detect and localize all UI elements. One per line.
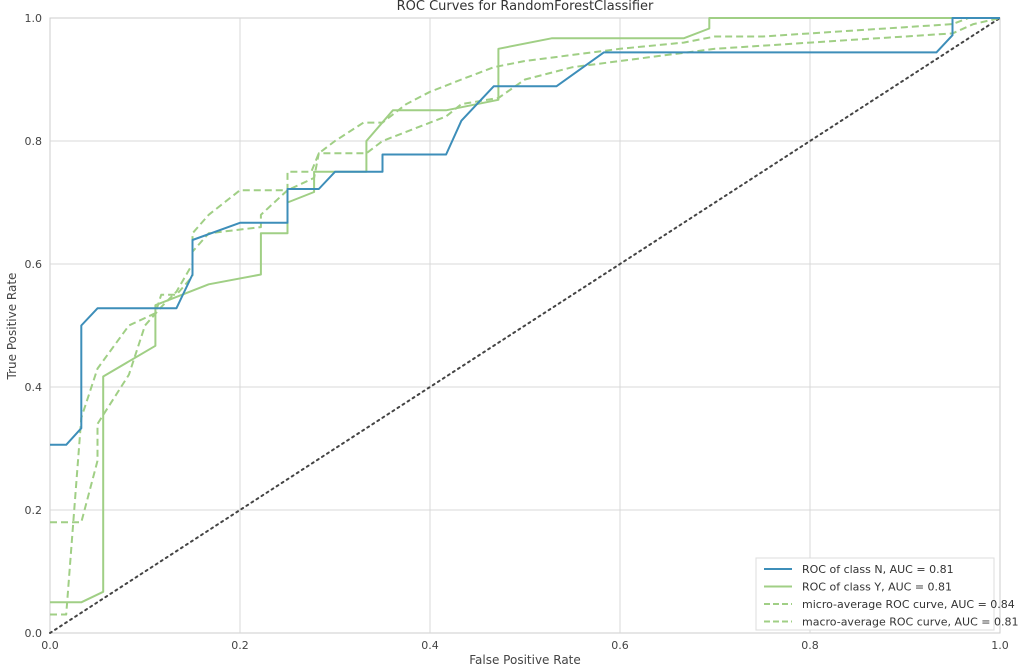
legend-box (755, 557, 995, 631)
reference-line-layer (49, 17, 1001, 634)
y-tick-label: 0.6 (25, 258, 43, 271)
legend-label-0: ROC of class N, AUC = 0.81 (802, 563, 954, 576)
grid-layer (50, 18, 1000, 633)
x-tick-label: 0.6 (611, 639, 629, 652)
y-axis-title: True Positive Rate (5, 273, 19, 381)
x-tick-label: 0.0 (41, 639, 59, 652)
legend-items: ROC of class N, AUC = 0.81 ROC of class Y… (764, 563, 1018, 629)
y-tick-label: 0.2 (25, 504, 43, 517)
x-tick-label: 0.8 (801, 639, 819, 652)
legend-label-1: ROC of class Y, AUC = 0.81 (802, 581, 952, 594)
legend-label-2: micro-average ROC curve, AUC = 0.84 (802, 598, 1015, 611)
legend-label-3: macro-average ROC curve, AUC = 0.81 (802, 616, 1018, 629)
reference-diagonal-line (49, 17, 1001, 634)
y-tick-label: 0.8 (25, 135, 43, 148)
x-tick-label: 0.4 (421, 639, 439, 652)
chart-title: ROC Curves for RandomForestClassifier (397, 0, 654, 14)
x-axis-title: False Positive Rate (469, 653, 581, 667)
legend: ROC of class N, AUC = 0.81 ROC of class Y… (755, 557, 1018, 631)
y-tick-label: 0.0 (25, 627, 43, 640)
x-tick-label: 1.0 (991, 639, 1009, 652)
x-tick-label: 0.2 (231, 639, 249, 652)
series-layer (50, 17, 1001, 616)
series-line-3 (50, 17, 1001, 616)
tick-label-layer: 0.0 0.2 0.4 0.6 0.8 1.0 0.0 0.2 0.4 0.6 0.8 1.0 (25, 12, 1009, 652)
y-tick-label: 0.4 (25, 381, 43, 394)
series-line-0 (50, 17, 1000, 446)
series-line-1 (50, 17, 1000, 604)
y-tick-label: 1.0 (25, 12, 43, 25)
